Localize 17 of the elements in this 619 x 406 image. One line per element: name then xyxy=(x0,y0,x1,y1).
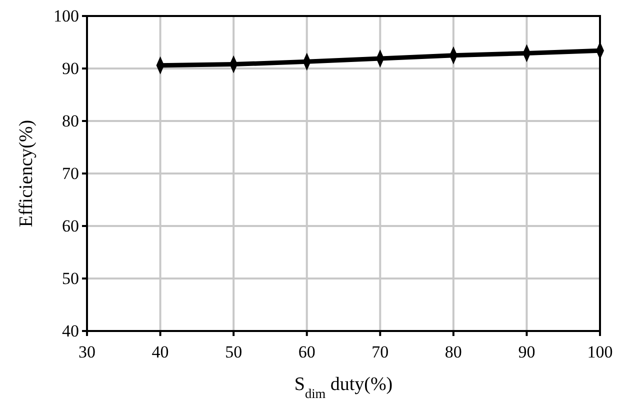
x-axis-title: S$_{dim}$ duty(%) xyxy=(294,374,393,400)
x-tick-label: 100 xyxy=(587,342,613,362)
y-tick-label: 40 xyxy=(62,321,79,340)
x-tick-label: 50 xyxy=(225,342,242,362)
x-tick-label: 90 xyxy=(518,342,536,362)
y-tick-label: 100 xyxy=(54,6,79,26)
y-tick-label: 50 xyxy=(62,268,79,288)
y-tick-label: 60 xyxy=(62,216,79,236)
x-tick-label: 80 xyxy=(444,342,462,362)
y-tick-label: 70 xyxy=(62,164,79,183)
x-tick-label: 70 xyxy=(372,342,389,362)
y-tick-label: 90 xyxy=(62,58,79,78)
y-tick-label: 80 xyxy=(62,111,79,130)
y-axis-title: Efficiency(%) xyxy=(16,120,37,228)
x-tick-label: 40 xyxy=(152,342,169,362)
x-tick-label: 60 xyxy=(298,342,316,362)
x-tick-label: 30 xyxy=(78,342,96,362)
